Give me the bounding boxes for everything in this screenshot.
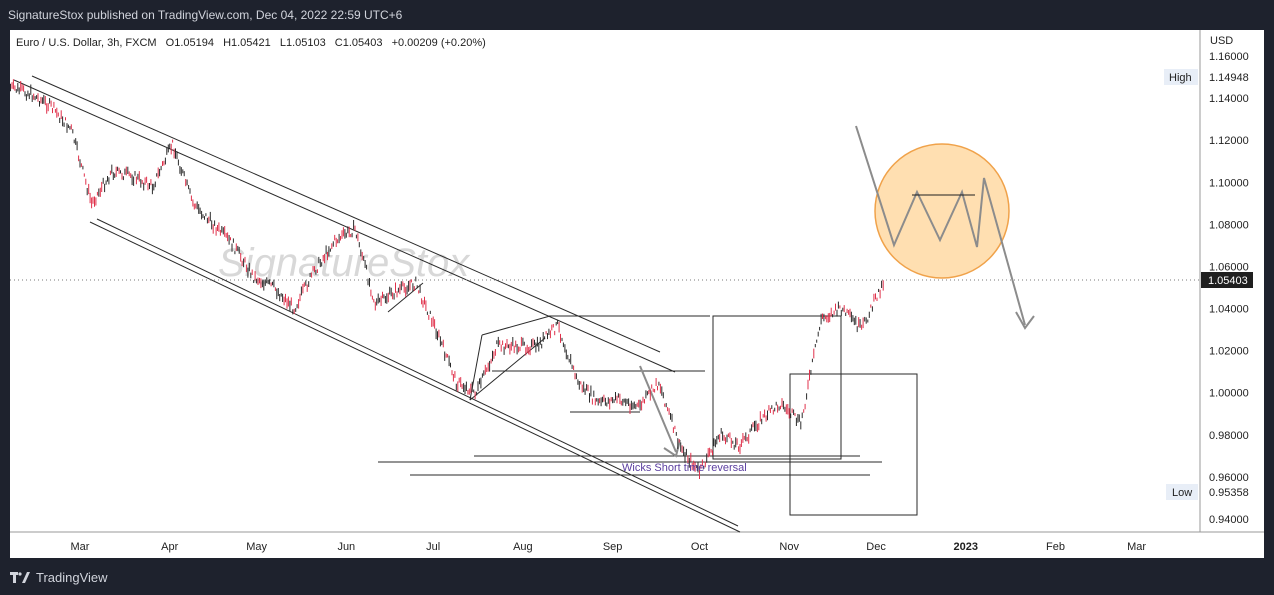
time-tick-label: Mar [71,541,90,553]
last-price-value: 1.05403 [1208,275,1248,287]
price-tick-label: 0.98000 [1209,430,1249,442]
channel-lower-line-1 [89,221,741,533]
time-tick-label: Mar [1127,541,1146,553]
legend-open: O1.05194 [166,37,214,49]
box-nov-dec [789,373,918,516]
price-tick-label: 1.06000 [1209,261,1249,273]
channel-drawings[interactable] [13,75,918,533]
price-tick-label: 1.00000 [1209,388,1249,400]
price-tick-label: 0.94000 [1209,514,1249,526]
projection-arrow[interactable] [855,125,1035,330]
price-tick-label: 0.96000 [1209,472,1249,484]
footer: TradingView [0,560,1274,595]
time-tick-label: Oct [691,541,708,553]
price-tick-label: 1.14000 [1209,93,1249,105]
price-tick-label: 1.08000 [1209,219,1249,231]
price-tick-label: 1.16000 [1209,51,1249,63]
legend-low: L1.05103 [280,37,326,49]
time-tick-label: May [246,541,267,553]
currency-label: USD [1210,35,1233,47]
box-oct-nov [712,315,842,460]
time-tick-label: Feb [1046,541,1065,553]
time-tick-label: Jun [337,541,355,553]
high-tag-label: High [1169,72,1192,84]
time-tick-label: Jul [426,541,440,553]
chart-area[interactable] [10,30,1264,558]
time-tick-label: Sep [603,541,623,553]
last-price-tag: 1.05403 [1201,272,1253,288]
watermark: SignatureStox [218,241,471,285]
publish-header: SignatureStox published on TradingView.c… [0,0,1274,30]
time-tick-label: Apr [161,541,178,553]
tradingview-icon [10,571,30,583]
wedge-lower [469,337,546,401]
time-axis-ticks: Mar Apr May Jun Jul Aug Sep Oct Nov Dec 2023 Feb Mar [71,541,1147,553]
publish-text: SignatureStox published on TradingView.c… [8,8,403,22]
legend-symbol: Euro / U.S. Dollar, 3h, FXCM [16,37,157,49]
channel-upper-line-2 [31,75,661,353]
channel-upper-line-1 [13,79,676,373]
annotation-wicks: Wicks Short time reversal [622,462,747,474]
time-tick-label: Aug [513,541,533,553]
low-tag-label: Low [1172,487,1192,499]
projection-circle[interactable] [874,143,1010,279]
price-tick-label: 1.10000 [1209,177,1249,189]
price-tick-label: 1.02000 [1209,346,1249,358]
chart-svg[interactable]: SignatureStox Euro / U.S. Dollar, 3h, FX… [0,0,1274,560]
price-candles [10,79,884,479]
price-tick-label: 1.04000 [1209,304,1249,316]
high-tag: High 1.14948 [1164,69,1249,85]
legend-change: +0.00209 (+0.20%) [392,37,486,49]
time-tick-label: 2023 [954,541,978,553]
tradingview-logo[interactable]: TradingView [10,560,108,595]
wedge-upper [481,315,551,336]
legend: Euro / U.S. Dollar, 3h, FXCM O1.05194 H1… [16,37,486,49]
price-axis-ticks: 0.94000 0.96000 0.98000 1.00000 1.02000 1.040… [1209,51,1249,526]
low-tag: Low 0.95358 [1166,484,1249,500]
footer-brand: TradingView [36,570,108,585]
legend-close: C1.05403 [335,37,383,49]
down-arrow-sep[interactable] [639,365,681,458]
time-tick-label: Nov [779,541,799,553]
high-tag-value: 1.14948 [1209,72,1249,84]
price-tick-label: 1.12000 [1209,135,1249,147]
legend-high: H1.05421 [223,37,271,49]
low-tag-value: 0.95358 [1209,487,1249,499]
time-tick-label: Dec [866,541,886,553]
